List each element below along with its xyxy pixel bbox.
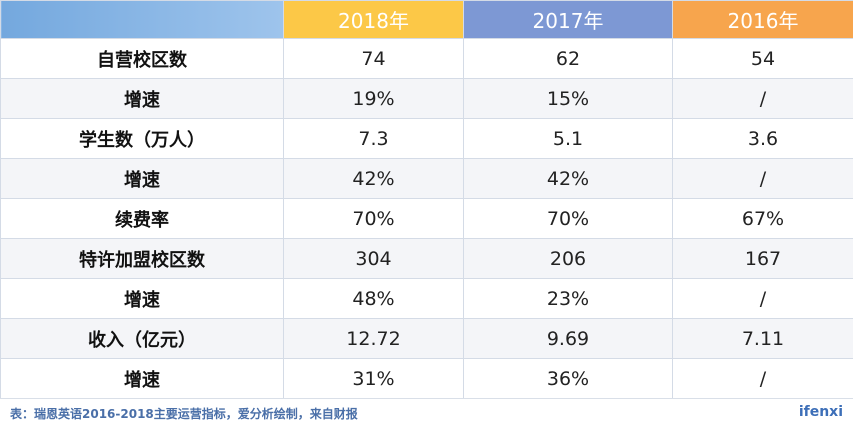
cell-2016: 3.6 [673,119,853,159]
table-caption: 表：瑞恩英语2016-2018主要运营指标，爱分析绘制，来自财报 [10,405,358,422]
cell-2018: 70% [284,199,464,239]
table-row: 学生数（万人） 7.3 5.1 3.6 [1,119,853,159]
row-label: 特许加盟校区数 [1,239,284,279]
cell-2018: 19% [284,79,464,119]
cell-2017: 206 [464,239,673,279]
table-row: 增速 48% 23% / [1,279,853,319]
row-label: 自营校区数 [1,39,284,79]
cell-2016: / [673,359,853,399]
operating-metrics-table: 2018年 2017年 2016年 自营校区数 74 62 54 增速 19% … [0,0,853,399]
table-row: 自营校区数 74 62 54 [1,39,853,79]
cell-2016: 54 [673,39,853,79]
cell-2017: 9.69 [464,319,673,359]
table-row: 增速 42% 42% / [1,159,853,199]
row-label: 增速 [1,359,284,399]
row-label: 增速 [1,79,284,119]
cell-2018: 74 [284,39,464,79]
cell-2017: 62 [464,39,673,79]
header-2018: 2018年 [284,1,464,39]
cell-2016: 167 [673,239,853,279]
table-row: 增速 19% 15% / [1,79,853,119]
cell-2016: 7.11 [673,319,853,359]
cell-2018: 48% [284,279,464,319]
cell-2018: 12.72 [284,319,464,359]
header-2017: 2017年 [464,1,673,39]
cell-2017: 23% [464,279,673,319]
table-row: 续费率 70% 70% 67% [1,199,853,239]
header-2016: 2016年 [673,1,853,39]
brand-logo: ifenxi [799,404,843,420]
row-label: 增速 [1,159,284,199]
cell-2018: 42% [284,159,464,199]
table-row: 收入（亿元） 12.72 9.69 7.11 [1,319,853,359]
cell-2017: 42% [464,159,673,199]
table-row: 增速 31% 36% / [1,359,853,399]
cell-2016: / [673,279,853,319]
cell-2017: 5.1 [464,119,673,159]
header-row: 2018年 2017年 2016年 [1,1,853,39]
row-label: 续费率 [1,199,284,239]
row-label: 学生数（万人） [1,119,284,159]
cell-2017: 36% [464,359,673,399]
cell-2018: 7.3 [284,119,464,159]
row-label: 收入（亿元） [1,319,284,359]
cell-2016: / [673,79,853,119]
cell-2018: 31% [284,359,464,399]
cell-2016: / [673,159,853,199]
table-row: 特许加盟校区数 304 206 167 [1,239,853,279]
header-corner-cell [1,1,284,39]
cell-2016: 67% [673,199,853,239]
footer: 表：瑞恩英语2016-2018主要运营指标，爱分析绘制，来自财报 ifenxi [0,398,853,429]
cell-2017: 70% [464,199,673,239]
row-label: 增速 [1,279,284,319]
cell-2018: 304 [284,239,464,279]
cell-2017: 15% [464,79,673,119]
